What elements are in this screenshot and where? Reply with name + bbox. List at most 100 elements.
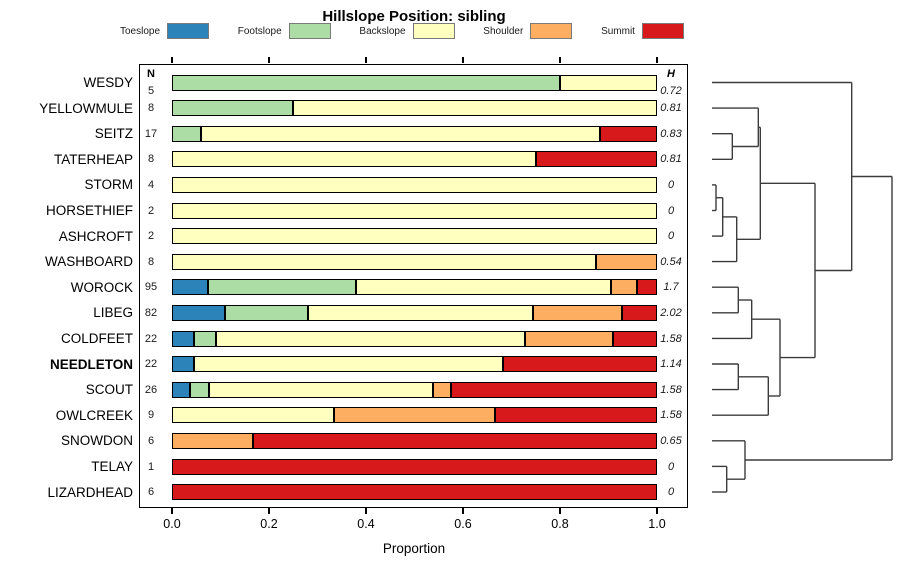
h-column-header: H — [667, 68, 675, 80]
axis-tick-bottom — [656, 508, 658, 514]
row-label-coldfeet: COLDFEET — [60, 331, 133, 346]
bar-segment-summit — [495, 407, 657, 424]
n-column-header: N — [147, 68, 155, 80]
bar-segment-footslope — [190, 381, 209, 398]
bar-segment-shoulder — [432, 381, 452, 398]
bar-segment-shoulder — [596, 253, 657, 270]
legend: Toeslope Footslope Backslope Shoulder Summit — [120, 23, 684, 39]
axis-tick-top — [268, 57, 270, 63]
n-value: 8 — [147, 255, 155, 268]
x-axis-label: Proportion — [382, 541, 446, 556]
bar-segment-backslope — [193, 356, 503, 373]
bar-segment-footslope — [207, 279, 356, 296]
n-value: 95 — [144, 281, 158, 294]
h-value: 1.14 — [660, 358, 682, 371]
h-value: 1.58 — [660, 383, 682, 396]
h-value: 0 — [667, 204, 675, 217]
bar-segment-toeslope — [172, 356, 194, 373]
axis-tick-top — [171, 57, 173, 63]
row-label-lizardhead: LIZARDHEAD — [47, 484, 133, 500]
legend-swatch-icon — [530, 23, 573, 39]
n-value: 22 — [144, 358, 158, 371]
h-value: 1.58 — [660, 332, 682, 345]
n-value: 6 — [147, 486, 155, 499]
bar-segment-summit — [636, 279, 657, 296]
bar-segment-backslope — [172, 407, 334, 424]
bar-segment-backslope — [560, 74, 657, 91]
bar-segment-summit — [621, 304, 657, 321]
legend-item-backslope: Backslope — [359, 23, 455, 39]
bar-segment-footslope — [193, 330, 216, 347]
bar-segment-backslope — [308, 304, 533, 321]
bar-segment-summit — [172, 458, 657, 475]
axis-tick-label: 0.4 — [357, 517, 375, 531]
axis-tick-top — [559, 57, 561, 63]
bar-segment-toeslope — [172, 330, 194, 347]
axis-tick-bottom — [268, 508, 270, 514]
legend-item-toeslope: Toeslope — [120, 23, 210, 39]
h-value: 0 — [667, 460, 675, 473]
row-label-worock: WOROCK — [70, 279, 133, 295]
h-value: 0.81 — [660, 153, 682, 166]
row-label-libeg: LIBEG — [93, 305, 133, 321]
axis-tick-top — [656, 57, 658, 63]
row-label-needleton: NEEDLETON — [49, 356, 133, 372]
row-label-scout: SCOUT — [85, 382, 133, 398]
axis-tick-bottom — [462, 508, 464, 514]
bar-segment-toeslope — [172, 279, 208, 296]
bar-segment-backslope — [172, 202, 657, 219]
bar-segment-summit — [252, 432, 657, 449]
bar-segment-footslope — [172, 125, 201, 142]
h-value: 0.72 — [660, 84, 682, 97]
n-value: 5 — [147, 84, 155, 97]
bar-segment-footslope — [172, 74, 560, 91]
bar-segment-backslope — [355, 279, 611, 296]
legend-label: Toeslope — [120, 25, 161, 37]
legend-label: Summit — [601, 25, 635, 37]
axis-tick-top — [462, 57, 464, 63]
n-value: 26 — [144, 383, 158, 396]
row-label-taterheap: TATERHEAP — [53, 151, 133, 167]
legend-swatch-icon — [641, 23, 684, 39]
h-value: 0.81 — [660, 102, 682, 115]
bar-segment-backslope — [172, 228, 657, 245]
legend-label: Footslope — [237, 25, 282, 37]
h-value: 0 — [667, 486, 675, 499]
plot-panel — [139, 64, 688, 508]
legend-swatch-icon — [412, 23, 455, 39]
bar-segment-backslope — [172, 151, 536, 168]
axis-tick-bottom — [365, 508, 367, 514]
row-label-horsethief: HORSETHIEF — [45, 203, 133, 218]
bar-segment-toeslope — [172, 304, 226, 321]
legend-label: Shoulder — [483, 25, 524, 37]
n-value: 82 — [144, 306, 158, 319]
legend-item-footslope: Footslope — [238, 23, 331, 39]
h-value: 0 — [667, 230, 675, 243]
h-value: 0 — [667, 178, 675, 191]
axis-tick-top — [365, 57, 367, 63]
row-label-telay: TELAY — [91, 459, 133, 474]
row-label-storm: STORM — [84, 177, 133, 193]
row-label-snowdon: SNOWDON — [61, 433, 133, 449]
bar-segment-summit — [535, 151, 657, 168]
bar-segment-summit — [172, 484, 657, 501]
chart-title: Hillslope Position: sibling — [322, 8, 506, 25]
bar-segment-shoulder — [610, 279, 637, 296]
bar-segment-toeslope — [172, 381, 191, 398]
bar-segment-backslope — [208, 381, 433, 398]
row-label-ashcroft: ASHCROFT — [58, 228, 133, 244]
axis-tick-label: 0.2 — [260, 517, 278, 531]
bar-segment-shoulder — [524, 330, 613, 347]
n-value: 1 — [147, 460, 155, 473]
bar-segment-shoulder — [532, 304, 622, 321]
axis-tick-bottom — [171, 508, 173, 514]
n-value: 2 — [147, 230, 155, 243]
legend-item-shoulder: Shoulder — [483, 23, 573, 39]
axis-tick-label: 0.6 — [454, 517, 472, 531]
bar-segment-shoulder — [333, 407, 496, 424]
n-value: 4 — [147, 178, 155, 191]
bar-segment-backslope — [172, 176, 657, 193]
bar-segment-backslope — [200, 125, 600, 142]
